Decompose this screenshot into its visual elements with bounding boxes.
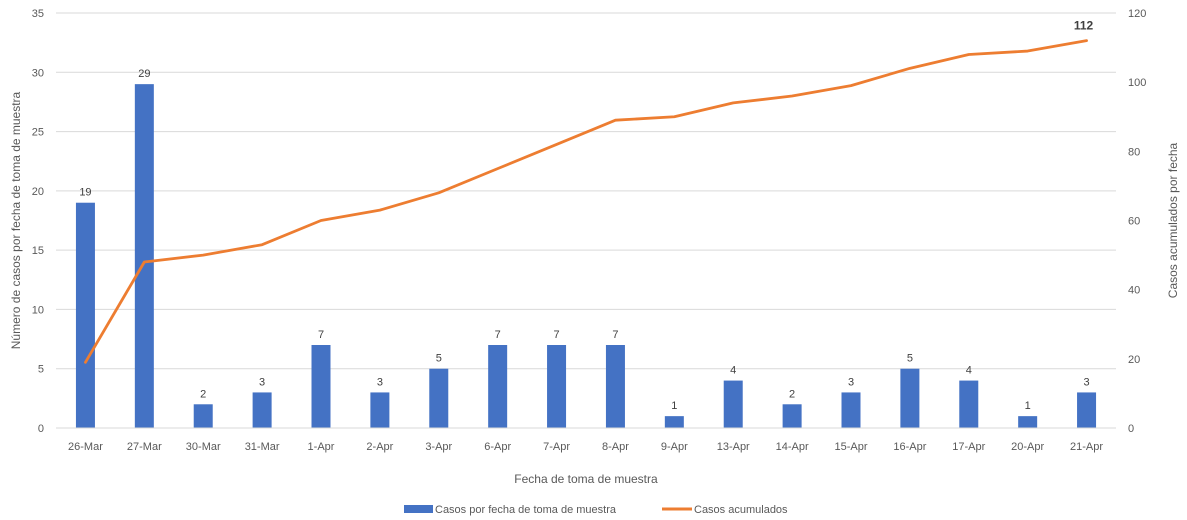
y-tick-label: 25 bbox=[32, 127, 44, 139]
bar bbox=[488, 345, 508, 428]
y-tick-label: 35 bbox=[32, 8, 44, 20]
y2-tick-label: 0 bbox=[1128, 423, 1134, 435]
bar-data-label: 7 bbox=[318, 329, 324, 341]
y-tick-label: 10 bbox=[32, 304, 44, 316]
y-tick-label: 0 bbox=[38, 423, 44, 435]
bar-data-label: 3 bbox=[259, 376, 265, 388]
legend-bar-label: Casos por fecha de toma de muestra bbox=[435, 504, 617, 516]
bar bbox=[723, 380, 743, 428]
x-tick-label: 30-Mar bbox=[186, 441, 221, 453]
x-tick-label: 2-Apr bbox=[366, 441, 393, 453]
bar-data-label: 7 bbox=[553, 329, 559, 341]
left-axis-ticks: 0 5 10 15 20 25 30 35 bbox=[32, 8, 44, 435]
bar bbox=[1018, 416, 1038, 428]
x-tick-label: 7-Apr bbox=[543, 441, 570, 453]
bar bbox=[900, 368, 920, 428]
y2-tick-label: 60 bbox=[1128, 216, 1140, 228]
bar-data-label: 7 bbox=[612, 329, 618, 341]
bar-data-label: 29 bbox=[138, 68, 150, 80]
x-tick-label: 21-Apr bbox=[1070, 441, 1103, 453]
y2-tick-label: 80 bbox=[1128, 146, 1140, 158]
bar bbox=[75, 202, 95, 428]
y2-tick-label: 120 bbox=[1128, 8, 1146, 20]
y2-tick-label: 20 bbox=[1128, 354, 1140, 366]
bar-data-label: 1 bbox=[1025, 400, 1031, 412]
x-tick-label: 27-Mar bbox=[127, 441, 162, 453]
right-axis-ticks: 0 20 40 60 80 100 120 bbox=[1128, 8, 1146, 435]
bar-data-label: 5 bbox=[907, 353, 913, 365]
bar bbox=[841, 392, 861, 428]
line-series: 112 bbox=[84, 19, 1094, 364]
x-tick-label: 8-Apr bbox=[602, 441, 629, 453]
x-tick-label: 13-Apr bbox=[717, 441, 750, 453]
bar-data-label: 4 bbox=[730, 365, 736, 377]
x-tick-label: 16-Apr bbox=[893, 441, 926, 453]
y-tick-label: 20 bbox=[32, 186, 44, 198]
x-axis-title: Fecha de toma de muestra bbox=[514, 472, 658, 486]
y2-tick-label: 40 bbox=[1128, 285, 1140, 297]
bar-series bbox=[75, 84, 1097, 429]
bar-data-label: 2 bbox=[200, 388, 206, 400]
x-tick-label: 31-Mar bbox=[245, 441, 280, 453]
bar bbox=[664, 416, 684, 428]
legend: Casos por fecha de toma de muestra Casos… bbox=[404, 504, 788, 516]
bar-data-label: 19 bbox=[79, 187, 91, 199]
x-tick-label: 26-Mar bbox=[68, 441, 103, 453]
y2-tick-label: 100 bbox=[1128, 77, 1146, 89]
bar-data-label: 5 bbox=[436, 353, 442, 365]
bar bbox=[134, 84, 154, 429]
bar-data-label: 7 bbox=[495, 329, 501, 341]
bar bbox=[370, 392, 390, 428]
y-tick-label: 15 bbox=[32, 245, 44, 257]
bar bbox=[605, 345, 625, 428]
bar bbox=[547, 345, 567, 428]
bar bbox=[1077, 392, 1097, 428]
x-tick-label: 3-Apr bbox=[425, 441, 452, 453]
gridlines bbox=[56, 12, 1116, 370]
y-tick-label: 30 bbox=[32, 67, 44, 79]
legend-bar-swatch bbox=[404, 505, 433, 513]
x-tick-label: 20-Apr bbox=[1011, 441, 1044, 453]
x-tick-label: 6-Apr bbox=[484, 441, 511, 453]
bar-data-label: 1 bbox=[671, 400, 677, 412]
bar bbox=[311, 345, 331, 428]
x-axis-ticks: 26-Mar 27-Mar 30-Mar 31-Mar 1-Apr 2-Apr 3-Apr 6… bbox=[68, 441, 1103, 453]
bar-data-label: 3 bbox=[1083, 376, 1089, 388]
legend-line-label: Casos acumulados bbox=[694, 504, 788, 516]
cumulative-line bbox=[84, 39, 1088, 364]
bar bbox=[782, 404, 802, 428]
bar-data-labels: 19 29 2 3 7 3 5 7 7 7 1 4 2 3 5 4 1 3 bbox=[79, 68, 1089, 412]
bar bbox=[193, 404, 213, 428]
x-tick-label: 14-Apr bbox=[776, 441, 809, 453]
x-tick-label: 15-Apr bbox=[834, 441, 867, 453]
bar-data-label: 2 bbox=[789, 388, 795, 400]
x-tick-label: 17-Apr bbox=[952, 441, 985, 453]
y-axis-title: Número de casos por fecha de toma de mue… bbox=[9, 91, 23, 349]
bar bbox=[959, 380, 979, 428]
bar-data-label: 4 bbox=[966, 365, 972, 377]
bar bbox=[429, 368, 449, 428]
x-tick-label: 9-Apr bbox=[661, 441, 688, 453]
x-tick-label: 1-Apr bbox=[308, 441, 335, 453]
y-tick-label: 5 bbox=[38, 364, 44, 376]
line-end-data-label: 112 bbox=[1074, 19, 1094, 33]
bar-data-label: 3 bbox=[377, 376, 383, 388]
bar bbox=[252, 392, 272, 428]
bar-data-label: 3 bbox=[848, 376, 854, 388]
y2-axis-title: Casos acumulados por fecha bbox=[1166, 142, 1180, 298]
